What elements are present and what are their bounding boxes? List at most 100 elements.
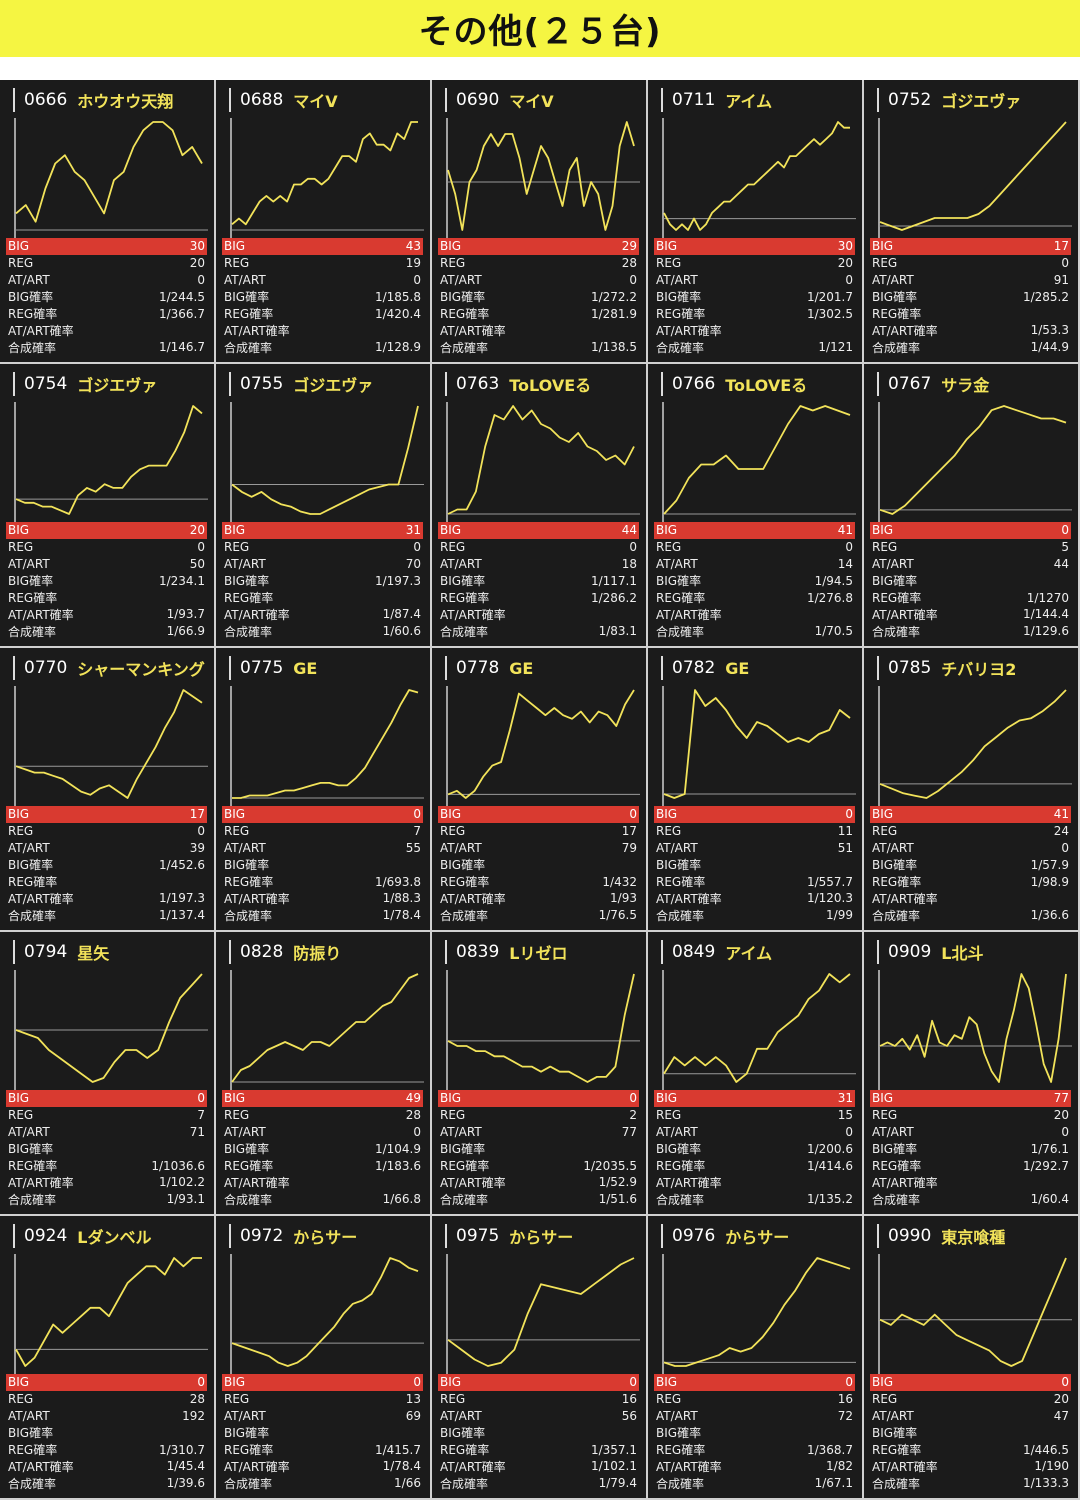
big-count-row: BIG 0 [654, 1374, 855, 1391]
stat-row: 合成確率 1/51.6 [438, 1191, 639, 1208]
panel-header: 0754 ゴジエヴァ [13, 372, 157, 396]
stat-value: 1/39.6 [166, 1476, 205, 1491]
stat-value: 1/129.6 [1022, 624, 1069, 639]
machine-number: 0785 [888, 658, 932, 678]
stat-row: AT/ART 47 [870, 1408, 1071, 1425]
stat-row: REG確率 1/368.7 [654, 1441, 855, 1458]
stat-value: 41 [837, 523, 853, 538]
panel-header: 0711 アイム [661, 88, 772, 112]
page-title: その他(２５台) [418, 12, 662, 52]
stat-value: 1/60.6 [382, 624, 421, 639]
stat-row: BIG確率 1/272.2 [438, 288, 639, 305]
line-chart [662, 970, 856, 1090]
stat-value: 1/452.6 [158, 857, 205, 872]
series-line [447, 689, 635, 799]
stat-row: REG 0 [438, 539, 639, 556]
stat-label: BIG [224, 1091, 246, 1106]
stat-value: 1/93.1 [166, 1192, 205, 1207]
stat-row: AT/ART 71 [6, 1124, 207, 1141]
big-count-row: BIG 43 [222, 238, 423, 255]
stat-label: REG [224, 1108, 250, 1123]
series-line [447, 405, 635, 515]
stat-value: 1/82 [826, 1459, 853, 1474]
stat-row: BIG確率 1/76.1 [870, 1140, 1071, 1157]
machine-panel: 0778 GE BIG 0 REG 17 AT/ART 79 BIG確率 REG確率 1/432 AT… [432, 648, 648, 932]
machine-panel: 0782 GE BIG 0 REG 11 AT/ART 51 BIG確率 REG確率 1/557.7… [648, 648, 864, 932]
stat-label: REG [440, 1108, 466, 1123]
stat-value: 1/121 [818, 340, 853, 355]
panel-header: 0775 GE [229, 656, 317, 680]
stat-value: 44 [621, 523, 637, 538]
stat-row: REG確率 1/415.7 [222, 1441, 423, 1458]
stat-value: 1/98.9 [1030, 874, 1069, 889]
stat-label: 合成確率 [656, 624, 705, 639]
stat-label: BIG確率 [440, 1142, 486, 1157]
stat-value: 1/1270 [1026, 590, 1069, 605]
stat-row: AT/ART 44 [870, 556, 1071, 573]
stat-row: BIG確率 [222, 856, 423, 873]
stat-label: REG確率 [656, 1443, 706, 1458]
panel-header: 0782 GE [661, 656, 749, 680]
stat-row: REG 28 [222, 1107, 423, 1124]
stat-value: 0 [1061, 523, 1069, 538]
stat-value: 20 [1053, 1392, 1069, 1407]
page-header: その他(２５台) [0, 0, 1080, 57]
machine-panel: 0909 L北斗 BIG 77 REG 20 AT/ART 0 BIG確率 1/76.1 REG確率… [864, 932, 1080, 1216]
big-count-row: BIG 29 [438, 238, 639, 255]
stat-value: 50 [189, 556, 205, 571]
stat-row: AT/ART 50 [6, 556, 207, 573]
stat-value: 1/366.7 [158, 306, 205, 321]
stat-value: 7 [413, 824, 421, 839]
stat-row: BIG確率 [6, 1424, 207, 1441]
machine-panel: 0785 チバリヨ2 BIG 41 REG 24 AT/ART 0 BIG確率 1/57.9 REG… [864, 648, 1080, 932]
stat-label: REG [8, 824, 34, 839]
stat-label: AT/ART確率 [656, 607, 722, 622]
line-chart [878, 970, 1072, 1090]
series-line [663, 1257, 851, 1367]
stat-row: BIG確率 [870, 572, 1071, 589]
stat-value: 0 [845, 1375, 853, 1390]
stat-label: AT/ART確率 [872, 1175, 938, 1190]
line-chart [878, 1254, 1072, 1374]
stat-value: 69 [405, 1408, 421, 1423]
panel-header: 0924 Lダンベル [13, 1224, 151, 1248]
big-count-row: BIG 17 [870, 238, 1071, 255]
machine-number: 0767 [888, 374, 932, 394]
stat-value: 0 [629, 272, 637, 287]
stat-row: REG 24 [870, 823, 1071, 840]
series-line [231, 1257, 419, 1367]
stat-row: 合成確率 1/76.5 [438, 907, 639, 924]
machine-number: 0976 [672, 1226, 716, 1246]
stat-label: REG確率 [872, 307, 922, 322]
machine-panel: 0752 ゴジエヴァ BIG 17 REG 0 AT/ART 91 BIG確率 1/285.2 RE… [864, 80, 1080, 364]
stat-label: REG確率 [224, 307, 274, 322]
machine-number: 0794 [24, 942, 68, 962]
big-count-row: BIG 20 [6, 522, 207, 539]
stat-value: 1/557.7 [806, 874, 853, 889]
stat-value: 19 [405, 256, 421, 271]
stat-row: REG 15 [654, 1107, 855, 1124]
stat-row: 合成確率 1/66.9 [6, 623, 207, 640]
stat-value: 20 [837, 256, 853, 271]
stat-label: REG確率 [872, 591, 922, 606]
stat-label: AT/ART [224, 556, 266, 571]
stat-value: 1/53.3 [1030, 323, 1069, 338]
machine-title: GE [509, 658, 534, 678]
stat-value: 1/133.3 [1022, 1476, 1069, 1491]
stats-table: BIG 0 REG 5 AT/ART 44 BIG確率 REG確率 1/1270 AT/ART確率… [870, 522, 1071, 640]
stat-row: AT/ART確率 1/88.3 [222, 890, 423, 907]
stat-label: AT/ART確率 [440, 891, 506, 906]
stat-value: 1/66.9 [166, 624, 205, 639]
stat-label: 合成確率 [224, 624, 273, 639]
stats-table: BIG 17 REG 0 AT/ART 91 BIG確率 1/285.2 REG確率 AT/ART… [870, 238, 1071, 356]
stat-label: BIG確率 [8, 1142, 54, 1157]
machine-panel: 0666 ホウオウ天翔 BIG 30 REG 20 AT/ART 0 BIG確率 1/244.5 R… [0, 80, 216, 364]
stat-row: AT/ART確率 1/78.4 [222, 1458, 423, 1475]
stat-row: REG確率 [6, 873, 207, 890]
big-count-row: BIG 0 [222, 806, 423, 823]
series-line [879, 973, 1067, 1083]
stat-row: 合成確率 1/44.9 [870, 339, 1071, 356]
stat-value: 1/357.1 [590, 1442, 637, 1457]
stats-table: BIG 30 REG 20 AT/ART 0 BIG確率 1/201.7 REG確率 1/302.… [654, 238, 855, 356]
stat-row: BIG確率 [870, 1424, 1071, 1441]
